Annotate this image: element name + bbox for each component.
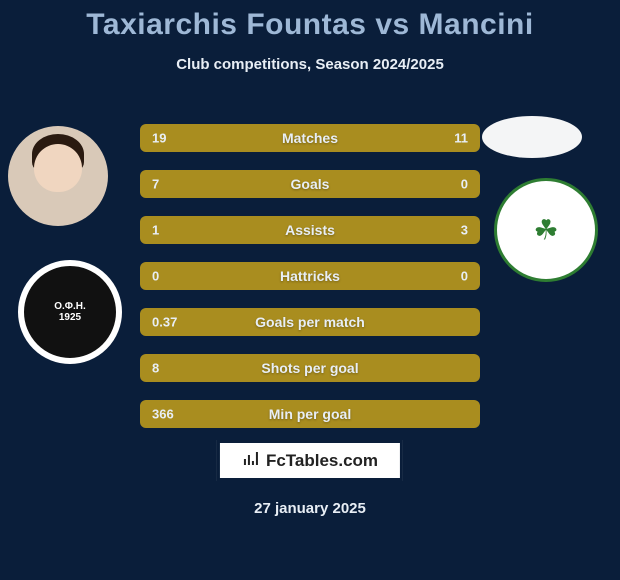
subtitle: Club competitions, Season 2024/2025	[0, 56, 620, 73]
metrics-bars: 19 Matches 11 7 Goals 0 1 Assists 3 0 Ha…	[140, 124, 480, 446]
metric-label: Assists	[285, 222, 335, 238]
metric-left-value: 19	[152, 131, 166, 146]
metric-row-assists: 1 Assists 3	[140, 216, 480, 244]
page-title: Taxiarchis Fountas vs Mancini	[0, 0, 620, 42]
metric-right-value: 0	[461, 269, 468, 284]
metric-left-value: 7	[152, 177, 159, 192]
metric-row-goals: 7 Goals 0	[140, 170, 480, 198]
metric-left-value: 0	[152, 269, 159, 284]
date-text: 27 january 2025	[254, 500, 366, 517]
metric-right-value: 0	[461, 177, 468, 192]
metric-left-value: 8	[152, 361, 159, 376]
metric-label: Goals per match	[255, 314, 365, 330]
metric-label: Shots per goal	[261, 360, 358, 376]
metric-label: Min per goal	[269, 406, 351, 422]
brand-badge: FcTables.com	[217, 440, 403, 481]
metric-row-shots-per-goal: 8 Shots per goal	[140, 354, 480, 382]
club-right-badge: ☘	[494, 178, 598, 282]
club-right-icon: ☘	[533, 214, 558, 247]
metric-row-min-per-goal: 366 Min per goal	[140, 400, 480, 428]
metric-right-value: 3	[461, 223, 468, 238]
metric-label: Hattricks	[280, 268, 340, 284]
metric-row-hattricks: 0 Hattricks 0	[140, 262, 480, 290]
club-left-text: Ο.Φ.Η. 1925	[47, 301, 93, 323]
metric-left-value: 366	[152, 407, 174, 422]
metric-row-matches: 19 Matches 11	[140, 124, 480, 152]
metric-left-value: 0.37	[152, 315, 177, 330]
metric-right-value: 11	[454, 131, 468, 146]
metric-label: Goals	[291, 176, 330, 192]
metric-label: Matches	[282, 130, 338, 146]
club-left-badge: Ο.Φ.Η. 1925	[18, 260, 122, 364]
metric-row-goals-per-match: 0.37 Goals per match	[140, 308, 480, 336]
metric-left-value: 1	[152, 223, 159, 238]
brand-chart-icon	[242, 449, 260, 472]
player-right-avatar	[482, 116, 582, 158]
brand-text: FcTables.com	[266, 451, 378, 471]
player-left-avatar	[8, 126, 108, 226]
